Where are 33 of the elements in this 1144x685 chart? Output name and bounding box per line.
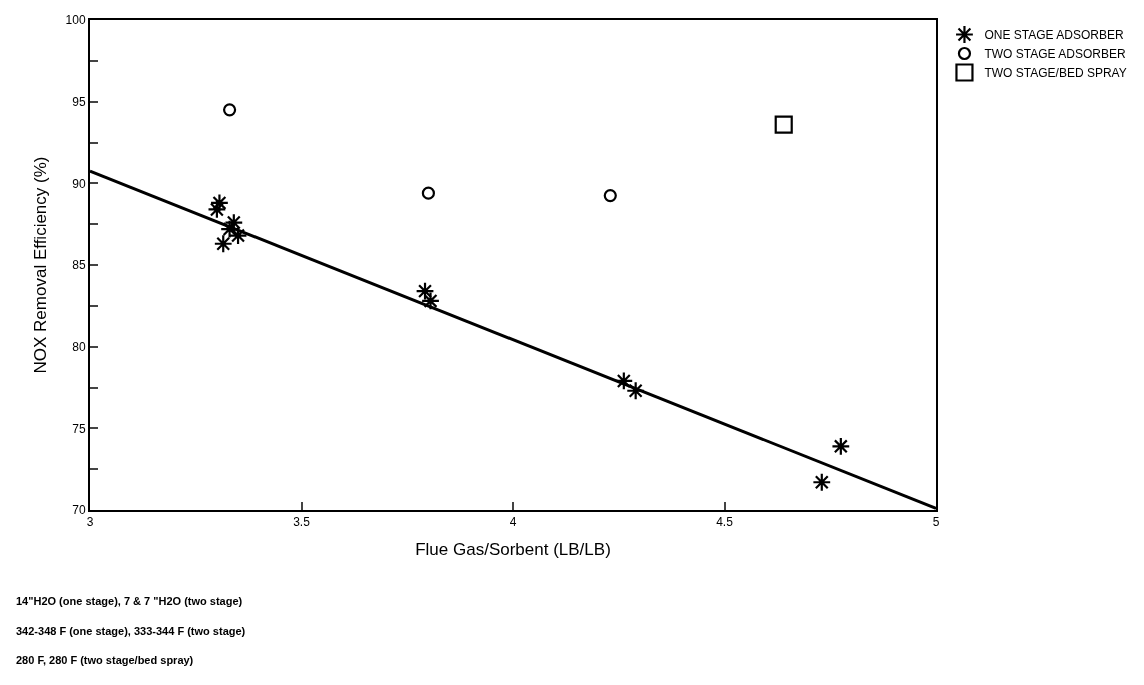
text: 14"H2O (one stage), 7 & 7 "H2O (two stage) [16,595,243,607]
x-tick-label: 3 [86,515,94,530]
y-tick-label: 85 [72,258,86,273]
text: 280 F, 280 F (two stage/bed spray) [16,654,194,666]
point [614,371,634,391]
legend-label: ONE STAGE ADSORBER [984,28,1124,43]
point [603,188,617,203]
point [774,115,793,134]
point [213,234,233,254]
point [831,436,851,456]
y-tick-label: 100 [65,13,86,28]
y-tick-label: 75 [72,421,86,436]
x-tick-label: 3.5 [293,515,311,530]
x-tick-label: 4 [509,515,517,530]
point [207,199,227,219]
point [224,213,244,233]
point [228,226,248,246]
text: 342-348 F (one stage), 333-344 F (two stage) [16,625,246,637]
x-tick-label: 4.5 [716,515,734,530]
x-tick-label: 5 [932,515,940,530]
legend-label: TWO STAGE/BED SPRAY [984,66,1127,81]
y-tick-label: 70 [72,503,86,518]
point [415,281,435,301]
point [222,103,237,117]
y-tick-label: 90 [72,176,86,191]
legend-label: TWO STAGE ADSORBER [984,47,1126,62]
y-tick-label: 80 [72,339,86,354]
point [421,291,441,311]
x-axis-title: Flue Gas/Sorbent (LB/LB) [415,540,611,560]
point [812,472,832,492]
point [421,186,435,200]
y-axis-title: NOX Removal Efficiency (%) [30,156,50,374]
y-tick-label: 95 [72,94,86,109]
